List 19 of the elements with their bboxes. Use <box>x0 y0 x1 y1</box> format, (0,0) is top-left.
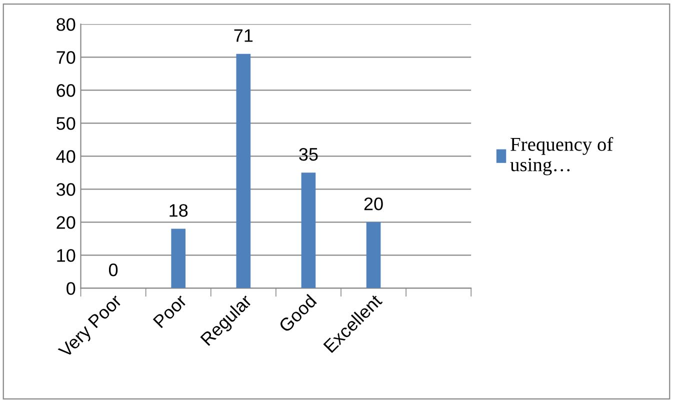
legend-label: Frequency of using… <box>510 137 614 176</box>
data-label: 18 <box>170 204 188 217</box>
y-tick-label: 40 <box>56 150 76 163</box>
bar <box>366 222 381 288</box>
y-tick-label: 20 <box>56 216 76 229</box>
data-label: 0 <box>108 263 118 276</box>
y-tick-label: 60 <box>56 84 76 97</box>
bar <box>236 54 251 288</box>
y-tick-label: 80 <box>56 18 76 31</box>
y-tick-label: 30 <box>56 183 76 196</box>
bar <box>301 172 316 288</box>
y-tick-label: 10 <box>57 249 76 262</box>
y-tick-label: 50 <box>56 117 76 130</box>
y-tick-label: 70 <box>56 51 76 64</box>
data-label: 20 <box>364 197 383 210</box>
data-label: 71 <box>234 29 253 42</box>
bar <box>171 228 186 288</box>
y-tick-label: 0 <box>66 282 76 295</box>
data-label: 35 <box>299 148 318 161</box>
